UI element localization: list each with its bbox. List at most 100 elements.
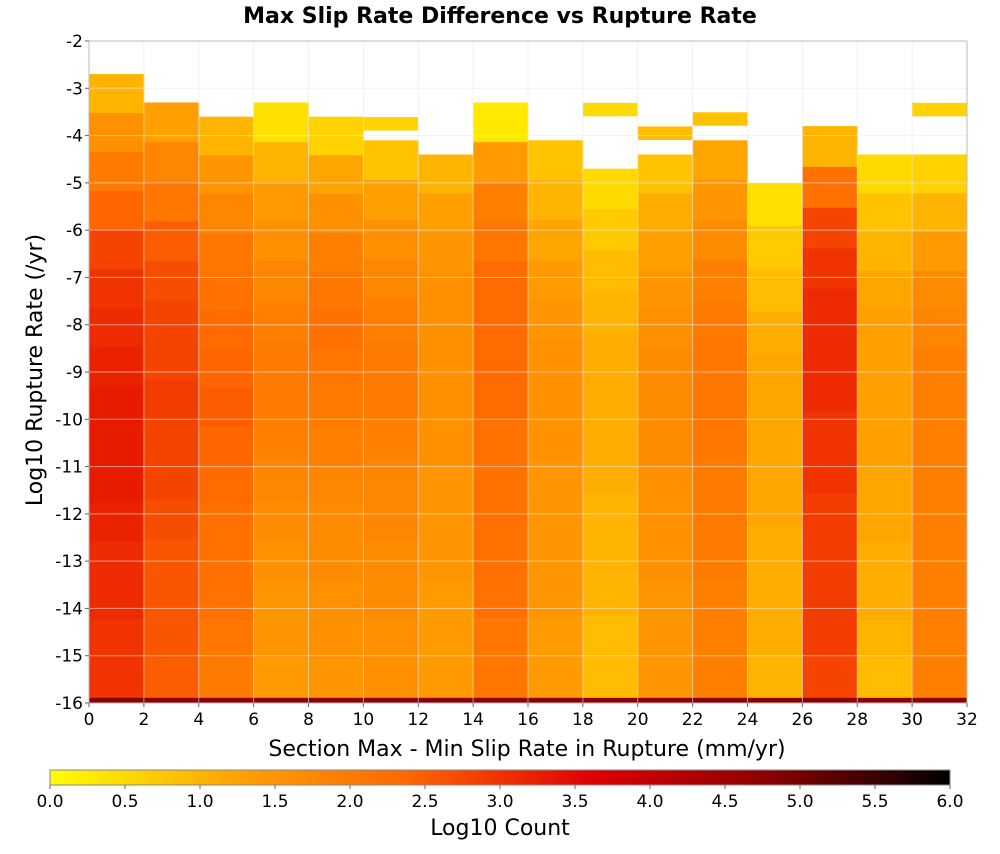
heatmap-cell xyxy=(253,657,309,698)
chart-title: Max Slip Rate Difference vs Rupture Rate xyxy=(243,4,757,29)
x-tick-label: 28 xyxy=(846,710,868,730)
x-axis-label: Section Max - Min Slip Rate in Rupture (… xyxy=(268,737,785,762)
heatmap-cell xyxy=(308,503,364,543)
heatmap-cell xyxy=(418,464,474,504)
grid-lines xyxy=(88,40,968,704)
heatmap-cell xyxy=(802,656,858,698)
heatmap-cell xyxy=(253,380,309,421)
heatmap-cell xyxy=(747,182,803,227)
heatmap-cell xyxy=(363,498,419,539)
heatmap-cell xyxy=(637,387,694,427)
heatmap-cell xyxy=(308,426,364,466)
heatmap-cell xyxy=(418,503,474,543)
heatmap-cell xyxy=(89,74,145,114)
y-tick-label: -14 xyxy=(55,599,83,619)
heatmap-cell xyxy=(857,658,913,698)
heatmap-cell xyxy=(637,270,694,311)
heatmap-cell xyxy=(857,619,913,660)
heatmap-cell xyxy=(802,615,858,658)
heatmap-cell xyxy=(912,193,968,233)
heatmap-cell xyxy=(89,152,145,192)
heatmap-cell xyxy=(857,425,913,466)
y-tick-label: -7 xyxy=(66,268,83,288)
heatmap-cell xyxy=(198,116,255,156)
heatmap-cell xyxy=(747,611,803,655)
heatmap-cell xyxy=(802,452,858,494)
x-tick-label: 14 xyxy=(462,710,484,730)
x-tick-label: 30 xyxy=(901,710,923,730)
y-tick-label: -9 xyxy=(66,363,83,383)
heatmap-cell xyxy=(637,232,694,272)
x-tick-label: 18 xyxy=(572,710,594,730)
colorbar xyxy=(49,769,951,786)
heatmap-cell xyxy=(363,617,419,659)
colorbar-tick-label: 6.0 xyxy=(936,792,963,812)
heatmap-cell xyxy=(857,348,913,388)
heatmap-cell xyxy=(308,155,364,195)
heatmap-cell xyxy=(912,270,968,311)
heatmap-cell xyxy=(253,578,309,619)
y-tick-label: -3 xyxy=(66,79,83,99)
heatmap-cell xyxy=(363,339,419,380)
y-tick-label: -11 xyxy=(55,458,83,478)
heatmap-cell xyxy=(582,102,638,117)
heatmap-cell xyxy=(143,578,200,619)
heatmap-cell xyxy=(692,259,748,300)
y-tick-label: -5 xyxy=(66,174,83,194)
heatmap-cell xyxy=(253,419,309,460)
y-axis-label: Log10 Rupture Rate (/yr) xyxy=(23,234,48,506)
heatmap-cell xyxy=(802,330,858,372)
heatmap-cell xyxy=(692,538,748,579)
heatmap-cell xyxy=(418,348,474,388)
heatmap-cell xyxy=(418,309,474,349)
heatmap-cell xyxy=(143,181,200,222)
heatmap-cell xyxy=(473,221,529,262)
heatmap-cell xyxy=(912,658,968,698)
colorbar-tick-label: 4.0 xyxy=(636,792,663,812)
heatmap-cell xyxy=(802,126,858,168)
heatmap-cell xyxy=(528,379,584,420)
heatmap-cell xyxy=(363,259,419,300)
heatmap-cell xyxy=(912,309,968,349)
heatmap-cell xyxy=(747,311,803,355)
heatmap-cell xyxy=(857,387,913,427)
heatmap-cell xyxy=(418,658,474,698)
heatmap-cell xyxy=(418,387,474,427)
heatmap-cell xyxy=(528,657,584,698)
heatmap-cell xyxy=(912,232,968,272)
heatmap-cell xyxy=(198,503,255,543)
heatmap-cell xyxy=(582,575,639,617)
heatmap-cell xyxy=(198,465,255,505)
heatmap-cell xyxy=(143,142,200,183)
heatmap-cell xyxy=(253,261,309,302)
heatmap-cell xyxy=(89,424,145,465)
heatmap-cell xyxy=(308,232,364,273)
heatmap-cell xyxy=(802,289,858,331)
heatmap-cell xyxy=(637,503,694,543)
heatmap-cell xyxy=(473,380,529,421)
heatmap-cell xyxy=(253,221,309,262)
heatmap-cell xyxy=(473,459,529,500)
heatmap-cell xyxy=(473,261,529,302)
heatmap-cell xyxy=(89,268,145,309)
heatmap-cell xyxy=(692,498,748,539)
heatmap-cell xyxy=(857,270,913,311)
heatmap-cell xyxy=(582,250,639,292)
heatmap-cell xyxy=(143,261,200,302)
heatmap-cell xyxy=(528,219,584,261)
heatmap-cell xyxy=(692,379,748,420)
heatmap-cell xyxy=(308,348,364,389)
y-tick-label: -2 xyxy=(66,32,83,52)
heatmap-cell xyxy=(89,113,145,153)
heatmap-cell xyxy=(143,459,200,500)
heatmap-cell xyxy=(857,542,913,582)
heatmap-cell xyxy=(528,498,584,539)
heatmap-cell xyxy=(582,372,639,414)
heatmap-cell xyxy=(363,180,419,221)
x-tick-label: 0 xyxy=(84,710,95,730)
heatmap-cell xyxy=(308,465,364,505)
heatmap-cell xyxy=(528,458,584,499)
colorbar-tick-label: 0.0 xyxy=(36,792,63,812)
heatmap-cell xyxy=(802,534,858,576)
heatmap-cell xyxy=(198,271,255,311)
